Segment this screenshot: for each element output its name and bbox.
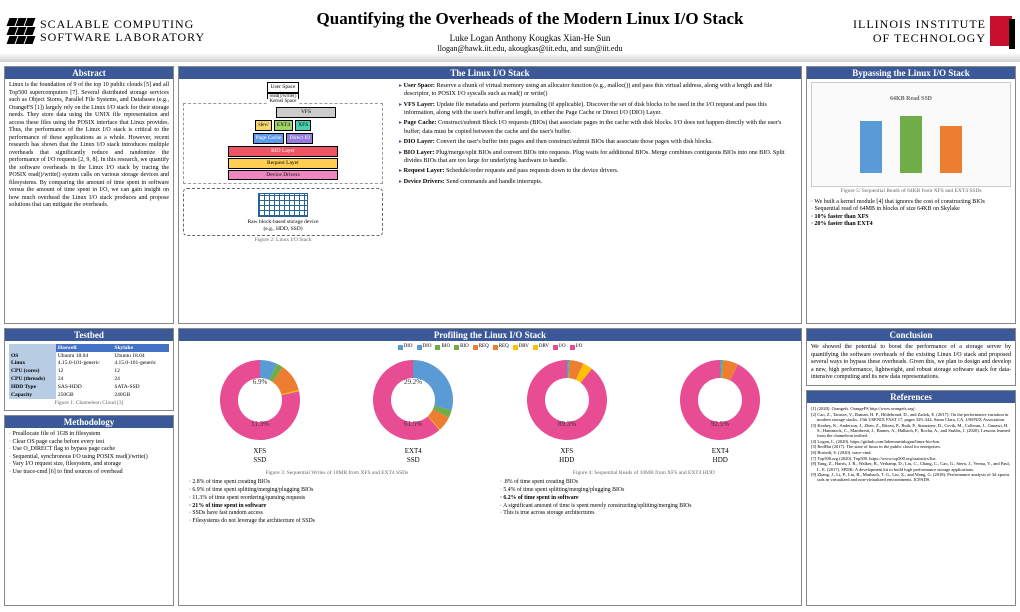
iit-mark-icon: [990, 16, 1012, 46]
iostack-bullet: VFS Layer: Update file metadata and perf…: [399, 101, 797, 118]
methodology-item: Use O_DIRECT flag to bypass page cache: [9, 446, 169, 454]
abstract-heading: Abstract: [5, 67, 173, 79]
storage-box: Raw block-based storage device (e.g., HD…: [183, 188, 383, 236]
fig2-caption: Figure 2: Linux I/O Stack: [183, 237, 383, 244]
conclusion-panel: Conclusion We showed the potential to bo…: [806, 328, 1016, 386]
lab-name: SCALABLE COMPUTING SOFTWARE LABORATORY: [40, 18, 228, 44]
header: SCALABLE COMPUTING SOFTWARE LABORATORY Q…: [0, 0, 1020, 62]
iostack-bullet: BIO Layer: Plug/merge/split BIOs and con…: [399, 149, 797, 166]
iostack-bullet: User Space: Reserve a chunk of virtual m…: [399, 82, 797, 99]
emails: llogan@hawk.iit.edu, akougkas@iit.edu, a…: [228, 44, 832, 53]
references-panel: References [1] (2020). Orangefs. OrangeF…: [806, 390, 1016, 606]
authors: Luke Logan Anthony Kougkas Xian-He Sun: [228, 33, 832, 43]
ext4-box: EXT4: [274, 120, 293, 131]
profiling-legend: DIODIOBIOBIOREQREQDRVDRVI/OI/O: [183, 344, 797, 350]
svg-text:92.5%: 92.5%: [711, 420, 729, 428]
methodology-item: Preallocate file of 1GB in filesystem: [9, 431, 169, 439]
directio-box: Direct IO: [286, 133, 313, 144]
abstract-text: Linux is the foundation of 9 of the top …: [5, 79, 173, 213]
lab-logo: SCALABLE COMPUTING SOFTWARE LABORATORY: [8, 18, 228, 44]
svg-text:29.2%: 29.2%: [404, 378, 422, 386]
bypass-note: 10% faster than XFS: [811, 214, 1011, 222]
institution-name: ILLINOIS INSTITUTE OF TECHNOLOGY: [853, 17, 986, 46]
request-box: Request Layer: [228, 158, 338, 169]
iostack-heading: The Linux I/O Stack: [179, 67, 801, 79]
bypass-note: 20% faster than EXT4: [811, 221, 1011, 229]
iostack-bullets: User Space: Reserve a chunk of virtual m…: [393, 82, 797, 244]
profiling-left-list: 2.8% of time spent creating BIOs6.9% of …: [189, 479, 480, 526]
fig3-caption: Figure 3: Sequential Writes of 10MB from…: [265, 470, 408, 477]
userspace-box: User Space: [267, 82, 300, 93]
references-list: [1] (2020). Orangefs. OrangeFS http://ww…: [811, 406, 1011, 482]
pagecache-box: Page Cache: [253, 133, 285, 144]
testbed-heading: Testbed: [5, 329, 173, 341]
profiling-panel: Profiling the Linux I/O Stack DIODIOBIOB…: [178, 328, 802, 606]
iostack-diagram: User Space read()/write() VFS /dev/ EXT4…: [183, 82, 383, 244]
bar-xfs: [860, 121, 882, 173]
methodology-item: Vary I/O request size, filesystem, and s…: [9, 461, 169, 469]
donut-chart: 92.5%EXT4 HDD: [674, 354, 766, 465]
bio-box: BIO Layer: [228, 146, 338, 157]
fig4-caption: Figure 4: Sequential Reads of 10MB from …: [573, 470, 715, 477]
svg-text:6.9%: 6.9%: [252, 378, 267, 386]
fig1-caption: Figure 1: Chameleon Cloud [3]: [9, 400, 169, 407]
disk-icon: [258, 193, 308, 217]
iostack-panel: The Linux I/O Stack User Space read()/wr…: [178, 66, 802, 324]
donut-chart: 89.3%XFS HDD: [521, 354, 613, 465]
abstract-panel: Abstract Linux is the foundation of 9 of…: [4, 66, 174, 324]
bypass-heading: Bypassing the Linux I/O Stack: [807, 67, 1015, 79]
methodology-item: Use trace-cmd [6] to find sources of ove…: [9, 469, 169, 477]
bypass-note: Sequential read of 64MB in blocks of siz…: [811, 206, 1011, 214]
iostack-bullet: Page Cache: Construct/submit Block I/O r…: [399, 119, 797, 136]
methodology-heading: Methodology: [5, 416, 173, 428]
storage-label: Raw block-based storage device (e.g., HD…: [186, 219, 380, 233]
fig5-caption: Figure 5: Sequential Reads of 64KB from …: [811, 188, 1011, 195]
vfs-box: VFS: [276, 107, 336, 118]
xfs-box: XFS: [295, 120, 311, 131]
methodology-list: Preallocate file of 1GB in filesystemCle…: [9, 431, 169, 476]
institution-logo: ILLINOIS INSTITUTE OF TECHNOLOGY: [832, 16, 1012, 46]
testbed-table: HaswellSkylakeOSUbuntu 18.04Ubuntu 18.04…: [9, 344, 169, 399]
bar-ext4: [900, 116, 922, 173]
svg-text:89.3%: 89.3%: [558, 420, 576, 428]
bypass-notes: We built a kernel module [4] that ignore…: [811, 199, 1011, 229]
profiling-heading: Profiling the Linux I/O Stack: [179, 329, 801, 341]
svg-text:11.3%: 11.3%: [251, 420, 269, 428]
iostack-bullet: Request Layer: Schedule/order requests a…: [399, 167, 797, 175]
poster-title: Quantifying the Overheads of the Modern …: [228, 9, 832, 29]
bypass-panel: Bypassing the Linux I/O Stack 64KB Read …: [806, 66, 1016, 324]
svg-text:61.5%: 61.5%: [404, 420, 422, 428]
iostack-bullet: Device Drivers: Send commands and handle…: [399, 178, 797, 186]
donut-row: 6.9%11.3%XFS SSD29.2%61.5%EXT4 SSD89.3%X…: [183, 352, 797, 467]
profiling-right-list: .8% of time spent creating BIOs5.4% of t…: [500, 479, 791, 526]
testbed-panel: Testbed HaswellSkylakeOSUbuntu 18.04Ubun…: [4, 328, 174, 411]
iostack-bullet: DIO Layer: Convert the user's buffer int…: [399, 138, 797, 146]
conclusion-heading: Conclusion: [807, 329, 1015, 341]
conclusion-text: We showed the potential to boost the per…: [807, 341, 1015, 385]
bar-ours: [940, 126, 962, 173]
bypass-chart-title: 64KB Read SSD: [890, 96, 932, 104]
title-block: Quantifying the Overheads of the Modern …: [228, 9, 832, 52]
dev-box: /dev/: [255, 120, 272, 131]
references-heading: References: [807, 391, 1015, 403]
donut-chart: 29.2%61.5%EXT4 SSD: [367, 354, 459, 465]
drivers-box: Device Drivers: [228, 170, 338, 181]
methodology-panel: Methodology Preallocate file of 1GB in f…: [4, 415, 174, 606]
donut-chart: 6.9%11.3%XFS SSD: [214, 354, 306, 465]
bypass-chart: 64KB Read SSD: [811, 82, 1011, 187]
